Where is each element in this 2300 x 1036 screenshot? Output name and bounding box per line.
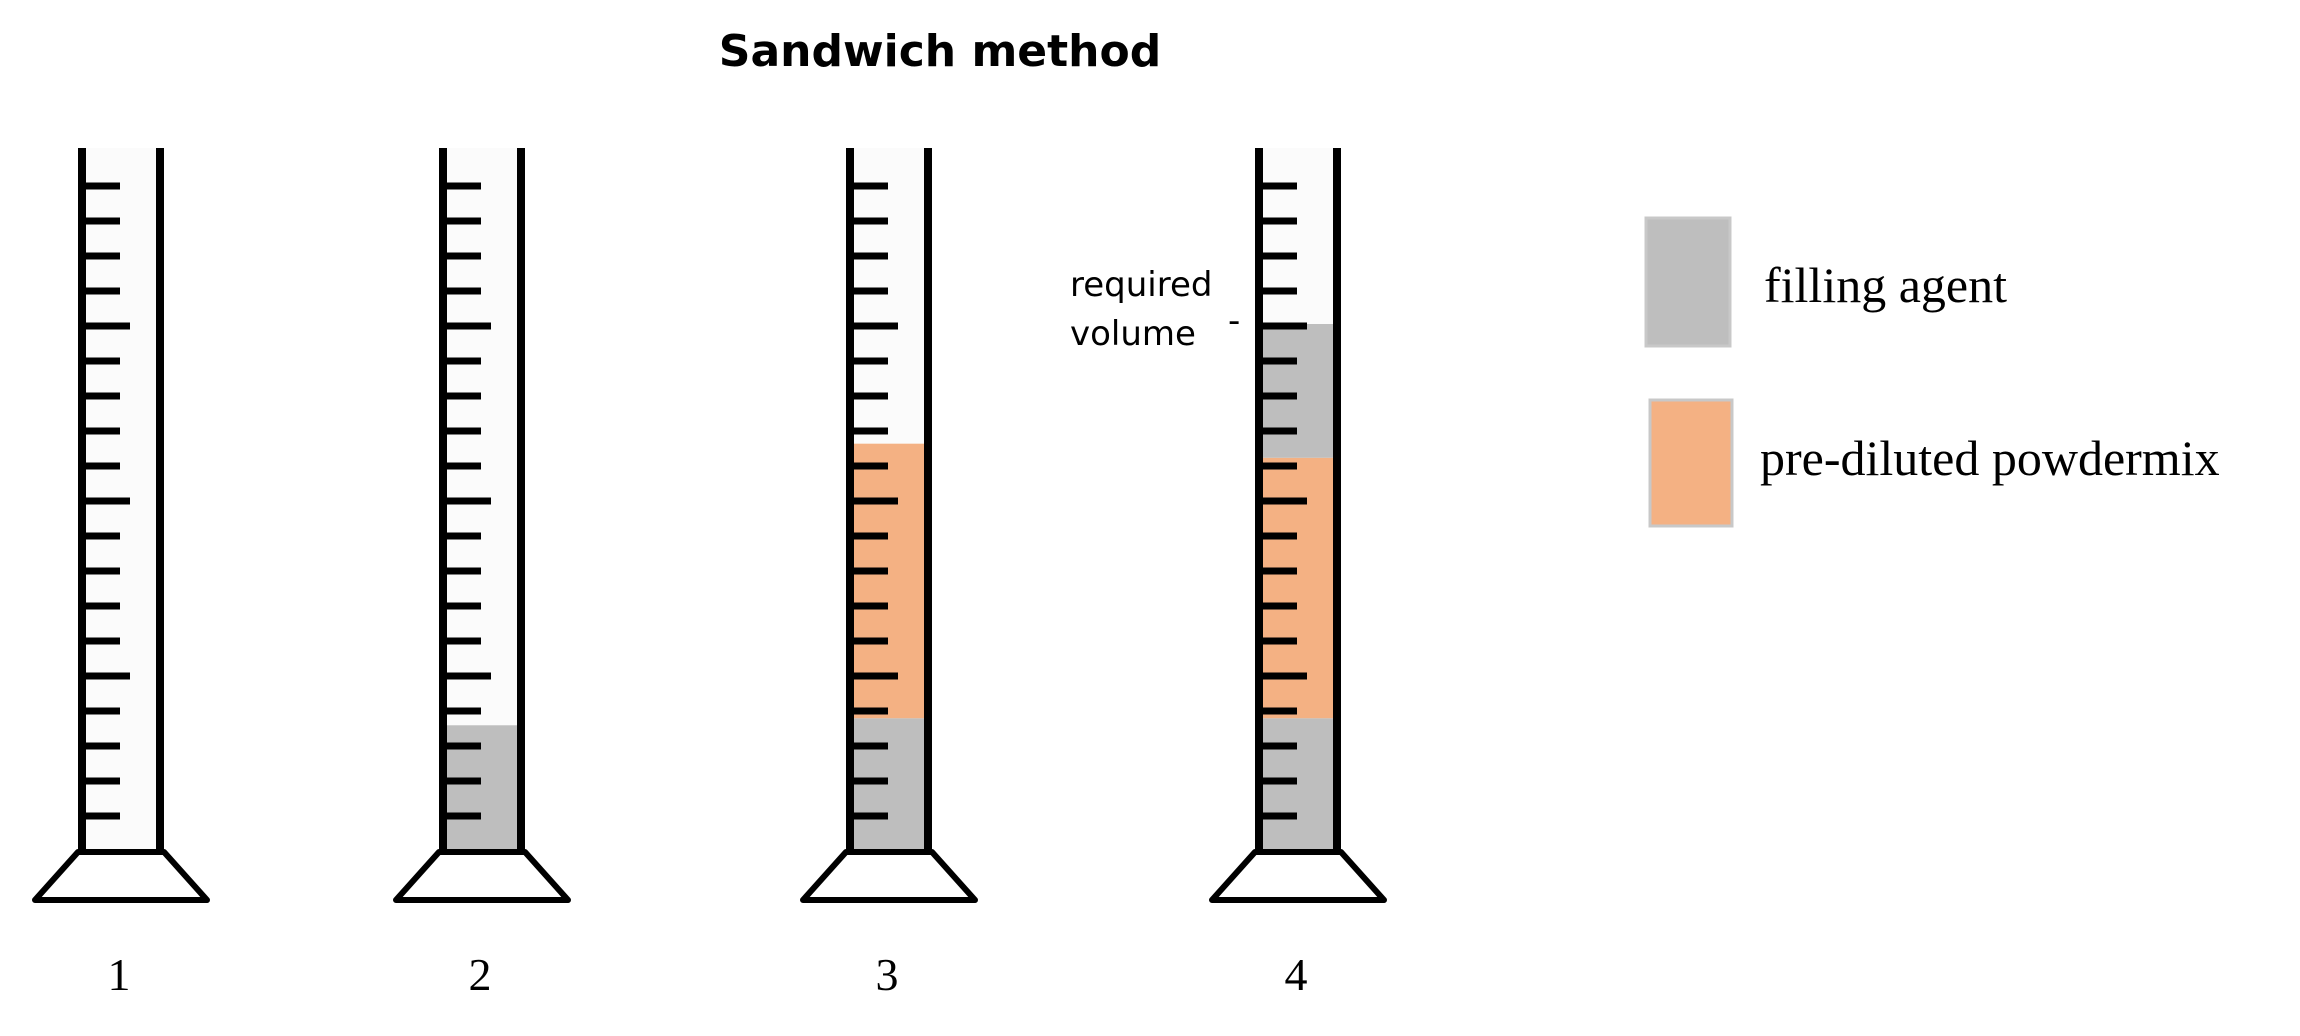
graduated-cylinder-3: 3	[800, 148, 978, 1000]
cylinder-base	[32, 849, 210, 903]
cylinder-layer-filling-agent	[850, 718, 928, 852]
cylinders-group: 1 2 3 4	[32, 148, 1387, 1000]
cylinder-number-label: 4	[1285, 949, 1308, 1000]
cylinder-number-label: 3	[876, 949, 899, 1000]
graduated-cylinder-4: 4	[1209, 148, 1387, 1000]
required-volume-label-line1: required	[1070, 265, 1212, 305]
cylinder-layer-filling-agent	[1259, 324, 1337, 458]
diagram-title: Sandwich method	[719, 26, 1161, 77]
legend-swatch-filling-agent	[1644, 216, 1732, 348]
legend-swatch-powdermix	[1648, 398, 1734, 528]
required-volume-label-line2: volume	[1070, 314, 1196, 354]
legend: filling agent pre-diluted powdermix	[1644, 216, 2220, 528]
required-volume-annotation: required volume -	[1070, 265, 1240, 354]
graduated-cylinder-1: 1	[32, 148, 210, 1000]
cylinder-base	[800, 849, 978, 903]
legend-label-powdermix: pre-diluted powdermix	[1760, 430, 2220, 486]
cylinder-base	[393, 849, 571, 903]
cylinder-layer-powdermix	[850, 443, 928, 719]
graduated-cylinder-2: 2	[393, 148, 571, 1000]
cylinder-base	[1209, 849, 1387, 903]
legend-label-filling-agent: filling agent	[1764, 257, 2007, 313]
required-volume-dash: -	[1228, 301, 1240, 341]
cylinder-number-label: 1	[108, 949, 131, 1000]
cylinder-number-label: 2	[469, 949, 492, 1000]
cylinder-layer-filling-agent	[1259, 718, 1337, 852]
